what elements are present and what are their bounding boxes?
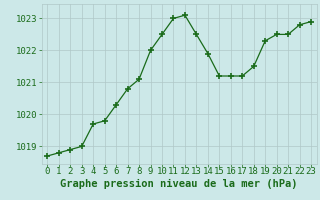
X-axis label: Graphe pression niveau de la mer (hPa): Graphe pression niveau de la mer (hPa) [60,179,298,189]
